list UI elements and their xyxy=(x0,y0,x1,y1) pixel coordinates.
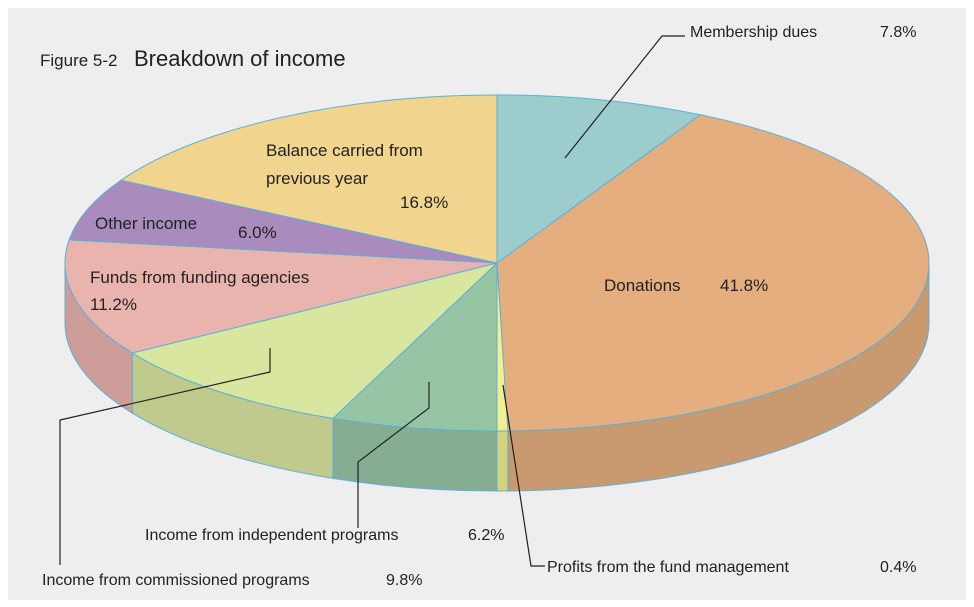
leader-line xyxy=(564,35,685,159)
slice-label: Profits from the fund management xyxy=(547,559,789,576)
slice-label: Funds from funding agencies xyxy=(90,268,309,287)
leader-lines xyxy=(59,35,685,567)
slice-label: Membership dues xyxy=(690,24,817,41)
slice-value-label: 16.8% xyxy=(400,193,448,212)
pie-slice xyxy=(130,262,499,419)
pie-slice xyxy=(119,94,498,264)
slice-value-label: 9.8% xyxy=(386,572,422,589)
slice-value-label: 6.0% xyxy=(238,223,277,242)
slice-value-label: 11.2% xyxy=(90,295,137,314)
slice-label: Other income xyxy=(95,214,197,233)
slice-label: Income from independent programs xyxy=(145,527,398,544)
slice-value-label: 0.4% xyxy=(880,559,916,576)
slice-value-label: 41.8% xyxy=(720,276,768,295)
leader-line xyxy=(502,384,545,567)
figure-label: Figure 5-2 xyxy=(40,51,117,70)
pie-slice xyxy=(64,239,498,354)
slice-label: Balance carried from previous year xyxy=(266,141,428,188)
slice-label: Income from commissioned programs xyxy=(42,572,310,589)
pie-side xyxy=(496,430,509,492)
slice-value-label: 7.8% xyxy=(880,24,916,41)
pie-slice xyxy=(496,114,930,432)
pie-slice xyxy=(68,179,498,264)
pie-slice xyxy=(331,261,498,432)
slice-value-label: 6.2% xyxy=(468,527,504,544)
leader-line xyxy=(357,382,430,528)
pie-tops xyxy=(64,94,930,432)
leader-line xyxy=(59,348,271,565)
chart-title: Breakdown of income xyxy=(134,46,346,71)
pie-slice xyxy=(496,94,702,264)
slice-label: Donations xyxy=(604,276,681,295)
labels: Membership dues 7.8% Donations 41.8% Profits… xyxy=(42,24,916,589)
